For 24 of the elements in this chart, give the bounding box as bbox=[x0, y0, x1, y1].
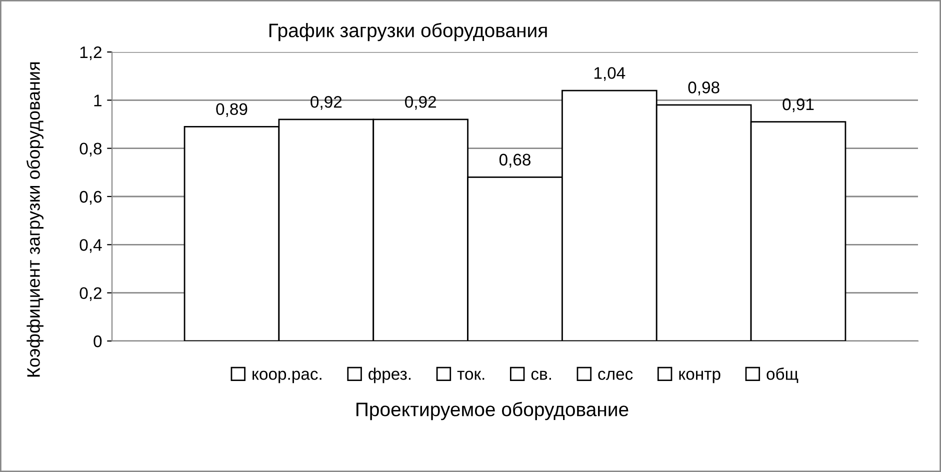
y-tick-label: 0,2 bbox=[80, 287, 102, 302]
data-label: 0,68 bbox=[499, 154, 530, 168]
y-tick-label: 0,4 bbox=[80, 239, 102, 253]
data-label: 0,92 bbox=[310, 96, 342, 110]
legend-label: контр bbox=[679, 370, 720, 384]
data-label: 0,89 bbox=[216, 103, 248, 117]
data-label: 0,91 bbox=[782, 98, 814, 112]
legend-label: фрез. bbox=[368, 368, 411, 384]
y-axis-title: Коэффициент загрузки оборудования bbox=[26, 62, 44, 377]
y-tick-label: 0,8 bbox=[80, 142, 102, 157]
y-tick-label: 0 bbox=[94, 335, 102, 348]
chart-title: График загрузки оборудования bbox=[269, 22, 547, 42]
y-tick-label: 0,6 bbox=[80, 190, 102, 205]
y-tick-label: 1,2 bbox=[80, 46, 102, 60]
data-label: 1,04 bbox=[594, 67, 626, 81]
x-axis-title: Проектируемое оборудование bbox=[356, 402, 628, 420]
legend-label: коор.рас. bbox=[252, 370, 322, 384]
y-tick-label: 1 bbox=[94, 94, 102, 106]
legend-label: слес bbox=[598, 370, 633, 380]
data-label: 0,98 bbox=[688, 82, 720, 96]
legend-label: общ bbox=[766, 368, 798, 384]
legend-label: св. bbox=[531, 370, 551, 380]
legend-label: ток. bbox=[457, 370, 484, 380]
data-label: 0,92 bbox=[405, 96, 436, 110]
